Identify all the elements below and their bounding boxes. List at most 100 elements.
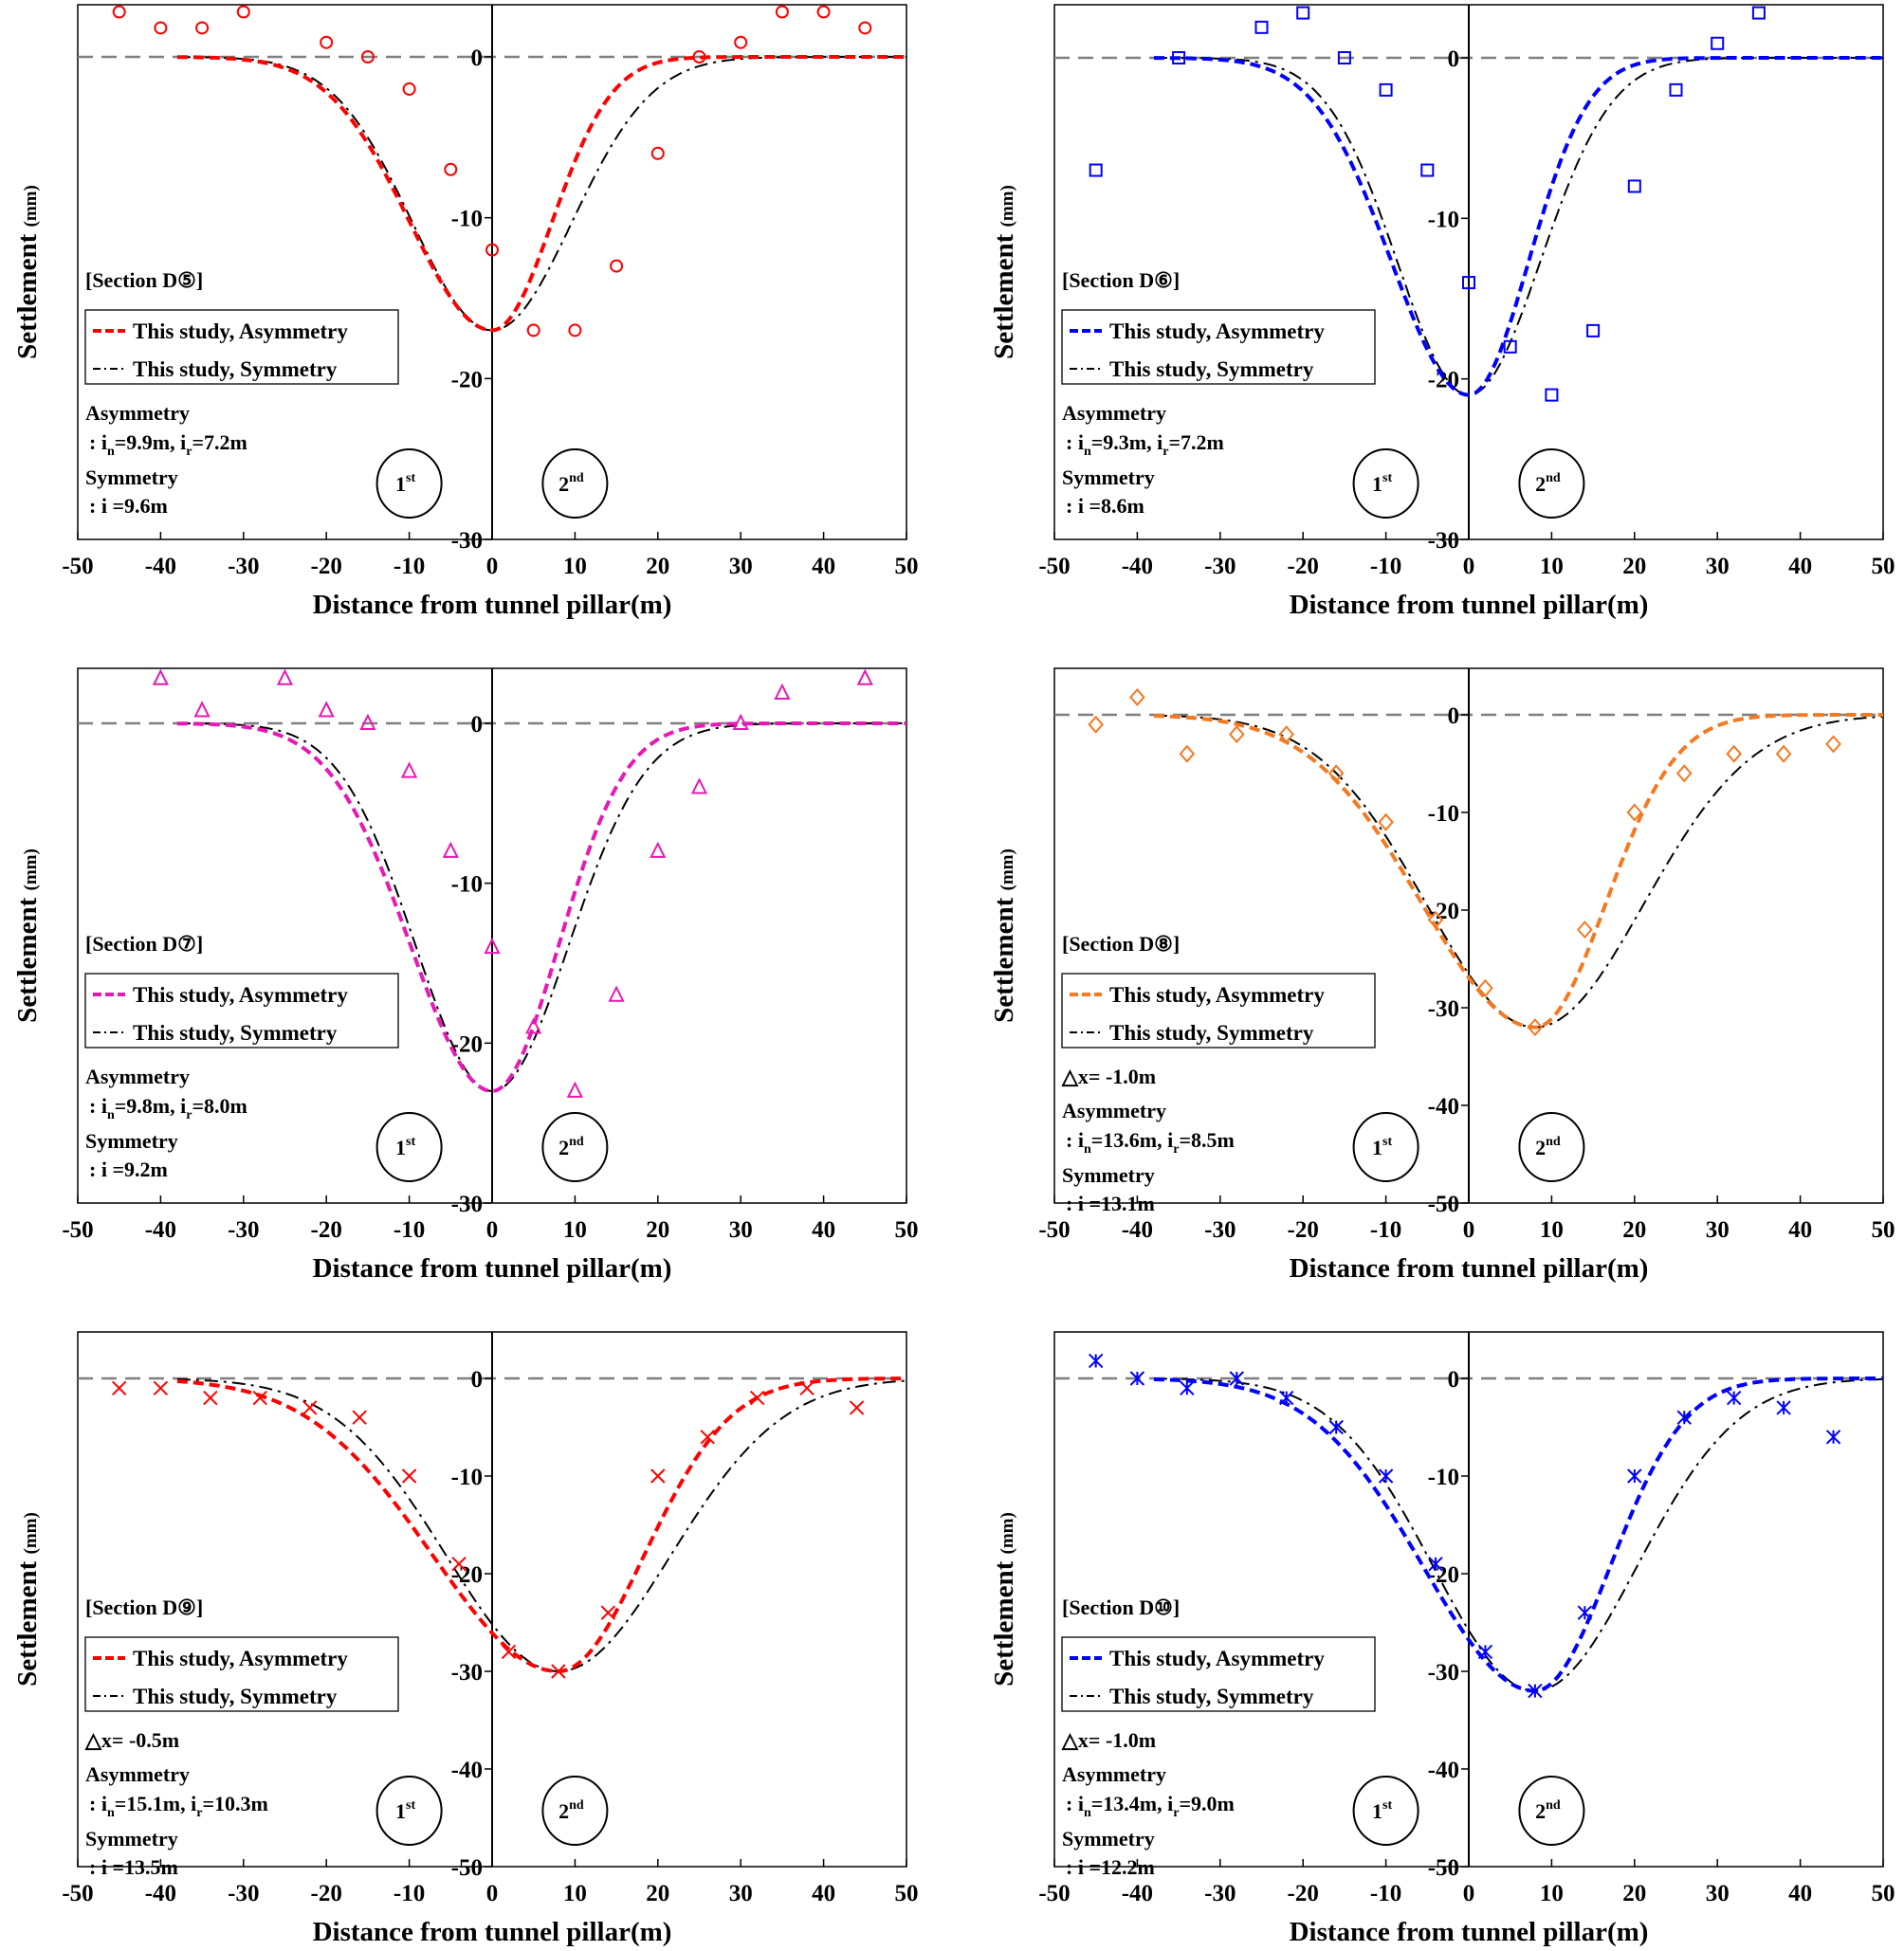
tunnel-ordinal-suffix: nd: [1546, 1798, 1561, 1813]
symmetry-params: : i =12.2m: [1066, 1855, 1155, 1879]
y-tick-label: -10: [451, 872, 483, 898]
measured-point: [1626, 803, 1643, 822]
measured-point: [359, 713, 376, 730]
second-tunnel-label: 2nd: [1535, 471, 1561, 496]
y-tick-label: -20: [1428, 899, 1459, 924]
asymmetry-title: Asymmetry: [1062, 401, 1166, 425]
x-tick-label: 50: [895, 1881, 919, 1906]
asym-param-sub-r: r: [1173, 1806, 1179, 1820]
asym-param-sub-n: n: [107, 1108, 115, 1122]
measured-point: [1179, 744, 1196, 763]
measured-point: [1577, 1605, 1593, 1620]
tunnel-ordinal-suffix: nd: [1546, 1135, 1561, 1149]
measured-point: [302, 1400, 318, 1415]
x-tick-label: 50: [1872, 1217, 1895, 1243]
measured-point: [650, 841, 667, 858]
y-axis-title: Settlement (mm): [12, 185, 43, 359]
measured-point: [1279, 1390, 1294, 1406]
x-tick-label: -30: [1204, 1217, 1236, 1243]
x-axis-title: Distance from tunnel pillar(m): [1290, 1253, 1649, 1284]
symmetry-title: Symmetry: [1062, 1163, 1155, 1187]
x-tick-label: -30: [228, 1217, 259, 1243]
y-axis-title: Settlement (mm): [12, 1512, 43, 1687]
first-tunnel-ellipse: [1352, 448, 1419, 519]
legend-box: [1061, 973, 1376, 1048]
x-tick-label: 0: [1463, 554, 1475, 579]
measured-point: [1627, 1468, 1642, 1484]
x-tick-label: 50: [1872, 554, 1895, 579]
x-tick-label: -50: [62, 1217, 93, 1243]
measured-point: [1229, 1371, 1244, 1386]
x-tick-label: -20: [311, 554, 342, 579]
asym-param-mid: =15.1m, i: [115, 1792, 196, 1815]
asym-param-end: =10.3m: [202, 1792, 267, 1815]
y-tick-label: 0: [471, 712, 484, 738]
measured-point: [692, 50, 706, 64]
measured-point: [501, 1644, 517, 1660]
tunnel-ordinal-suffix: nd: [1546, 471, 1561, 485]
measured-point: [352, 1410, 367, 1425]
asym-param-end: =7.2m: [192, 430, 247, 454]
x-tick-label: -20: [1288, 554, 1319, 579]
measured-point: [700, 1430, 715, 1445]
y-axis-title-main: Settlement: [12, 897, 43, 1022]
symmetry-params: : i =13.5m: [89, 1855, 178, 1879]
measured-point: [849, 1400, 865, 1415]
measured-point: [568, 323, 582, 337]
legend-asym-label: This study, Asymmetry: [133, 1647, 348, 1670]
measured-point: [276, 668, 294, 685]
chart-panel: -50 -40 -30 -20 -10 0 10 20 30 40 500-10-20-30Dist…: [989, 4, 1895, 620]
y-tick-label: -10: [1428, 207, 1459, 232]
x-axis-title: Distance from tunnel pillar(m): [1290, 1917, 1649, 1947]
first-tunnel-label: 1st: [1372, 471, 1392, 496]
tunnel-number: 2: [1535, 472, 1546, 496]
measured-point: [749, 1390, 765, 1406]
symmetry-params: : i =13.1m: [1066, 1192, 1155, 1215]
x-tick-label: 20: [646, 1217, 669, 1243]
y-tick-label: -40: [1428, 1758, 1459, 1783]
measured-point: [858, 21, 872, 35]
x-tick-label: 0: [486, 554, 499, 579]
y-tick-label: -30: [451, 1192, 483, 1217]
measured-point: [525, 1017, 542, 1034]
measured-point: [734, 35, 748, 49]
y-axis-title-unit: (mm): [998, 1512, 1017, 1554]
x-tick-label: 50: [895, 554, 919, 579]
tunnel-ordinal-suffix: nd: [569, 1798, 584, 1813]
measured-point: [1378, 812, 1394, 831]
tunnel-number: 2: [558, 472, 569, 496]
y-axis-title-gap: [989, 891, 1019, 898]
symmetry-curve: [176, 56, 906, 332]
measured-point: [1545, 388, 1559, 402]
chart-panel: -50 -40 -30 -20 -10 0 10 20 30 40 500-10-20-30-40-…: [989, 1331, 1895, 1947]
y-tick-label: -50: [451, 1855, 483, 1881]
measured-point: [1676, 1410, 1692, 1425]
x-tick-label: 30: [1706, 554, 1730, 579]
legend-asym-label: This study, Asymmetry: [133, 319, 348, 343]
x-tick-label: -20: [1288, 1881, 1319, 1906]
symmetry-params: : i =9.6m: [89, 494, 168, 518]
legend-sym-label: This study, Symmetry: [133, 1685, 338, 1708]
asym-param-sub-r: r: [196, 1806, 202, 1820]
first-tunnel-label: 1st: [395, 1135, 415, 1159]
measured-point: [1726, 744, 1743, 763]
x-tick-label: -10: [394, 1881, 425, 1906]
x-tick-label: -30: [1204, 554, 1236, 579]
measured-point: [1776, 1400, 1791, 1415]
x-tick-label: -10: [394, 1217, 425, 1243]
x-tick-label: -50: [1038, 1881, 1070, 1906]
measured-point: [526, 323, 540, 337]
delta-x-label: △x= -0.5m: [84, 1728, 179, 1752]
measured-point: [1775, 744, 1792, 763]
measured-point: [799, 1380, 815, 1396]
asymmetry-curve: [1153, 713, 1883, 1030]
measured-point: [600, 1605, 616, 1620]
second-tunnel-label: 2nd: [558, 471, 584, 496]
asym-param-sub-n: n: [107, 1806, 115, 1820]
x-axis-title: Distance from tunnel pillar(m): [313, 1253, 672, 1284]
measured-point: [401, 1468, 417, 1484]
y-axis-title-gap: [12, 891, 43, 898]
y-axis-title-unit: (mm): [21, 1512, 41, 1554]
legend-sym-label: This study, Symmetry: [1109, 357, 1314, 381]
legend-sym-label: This study, Symmetry: [133, 1021, 338, 1045]
